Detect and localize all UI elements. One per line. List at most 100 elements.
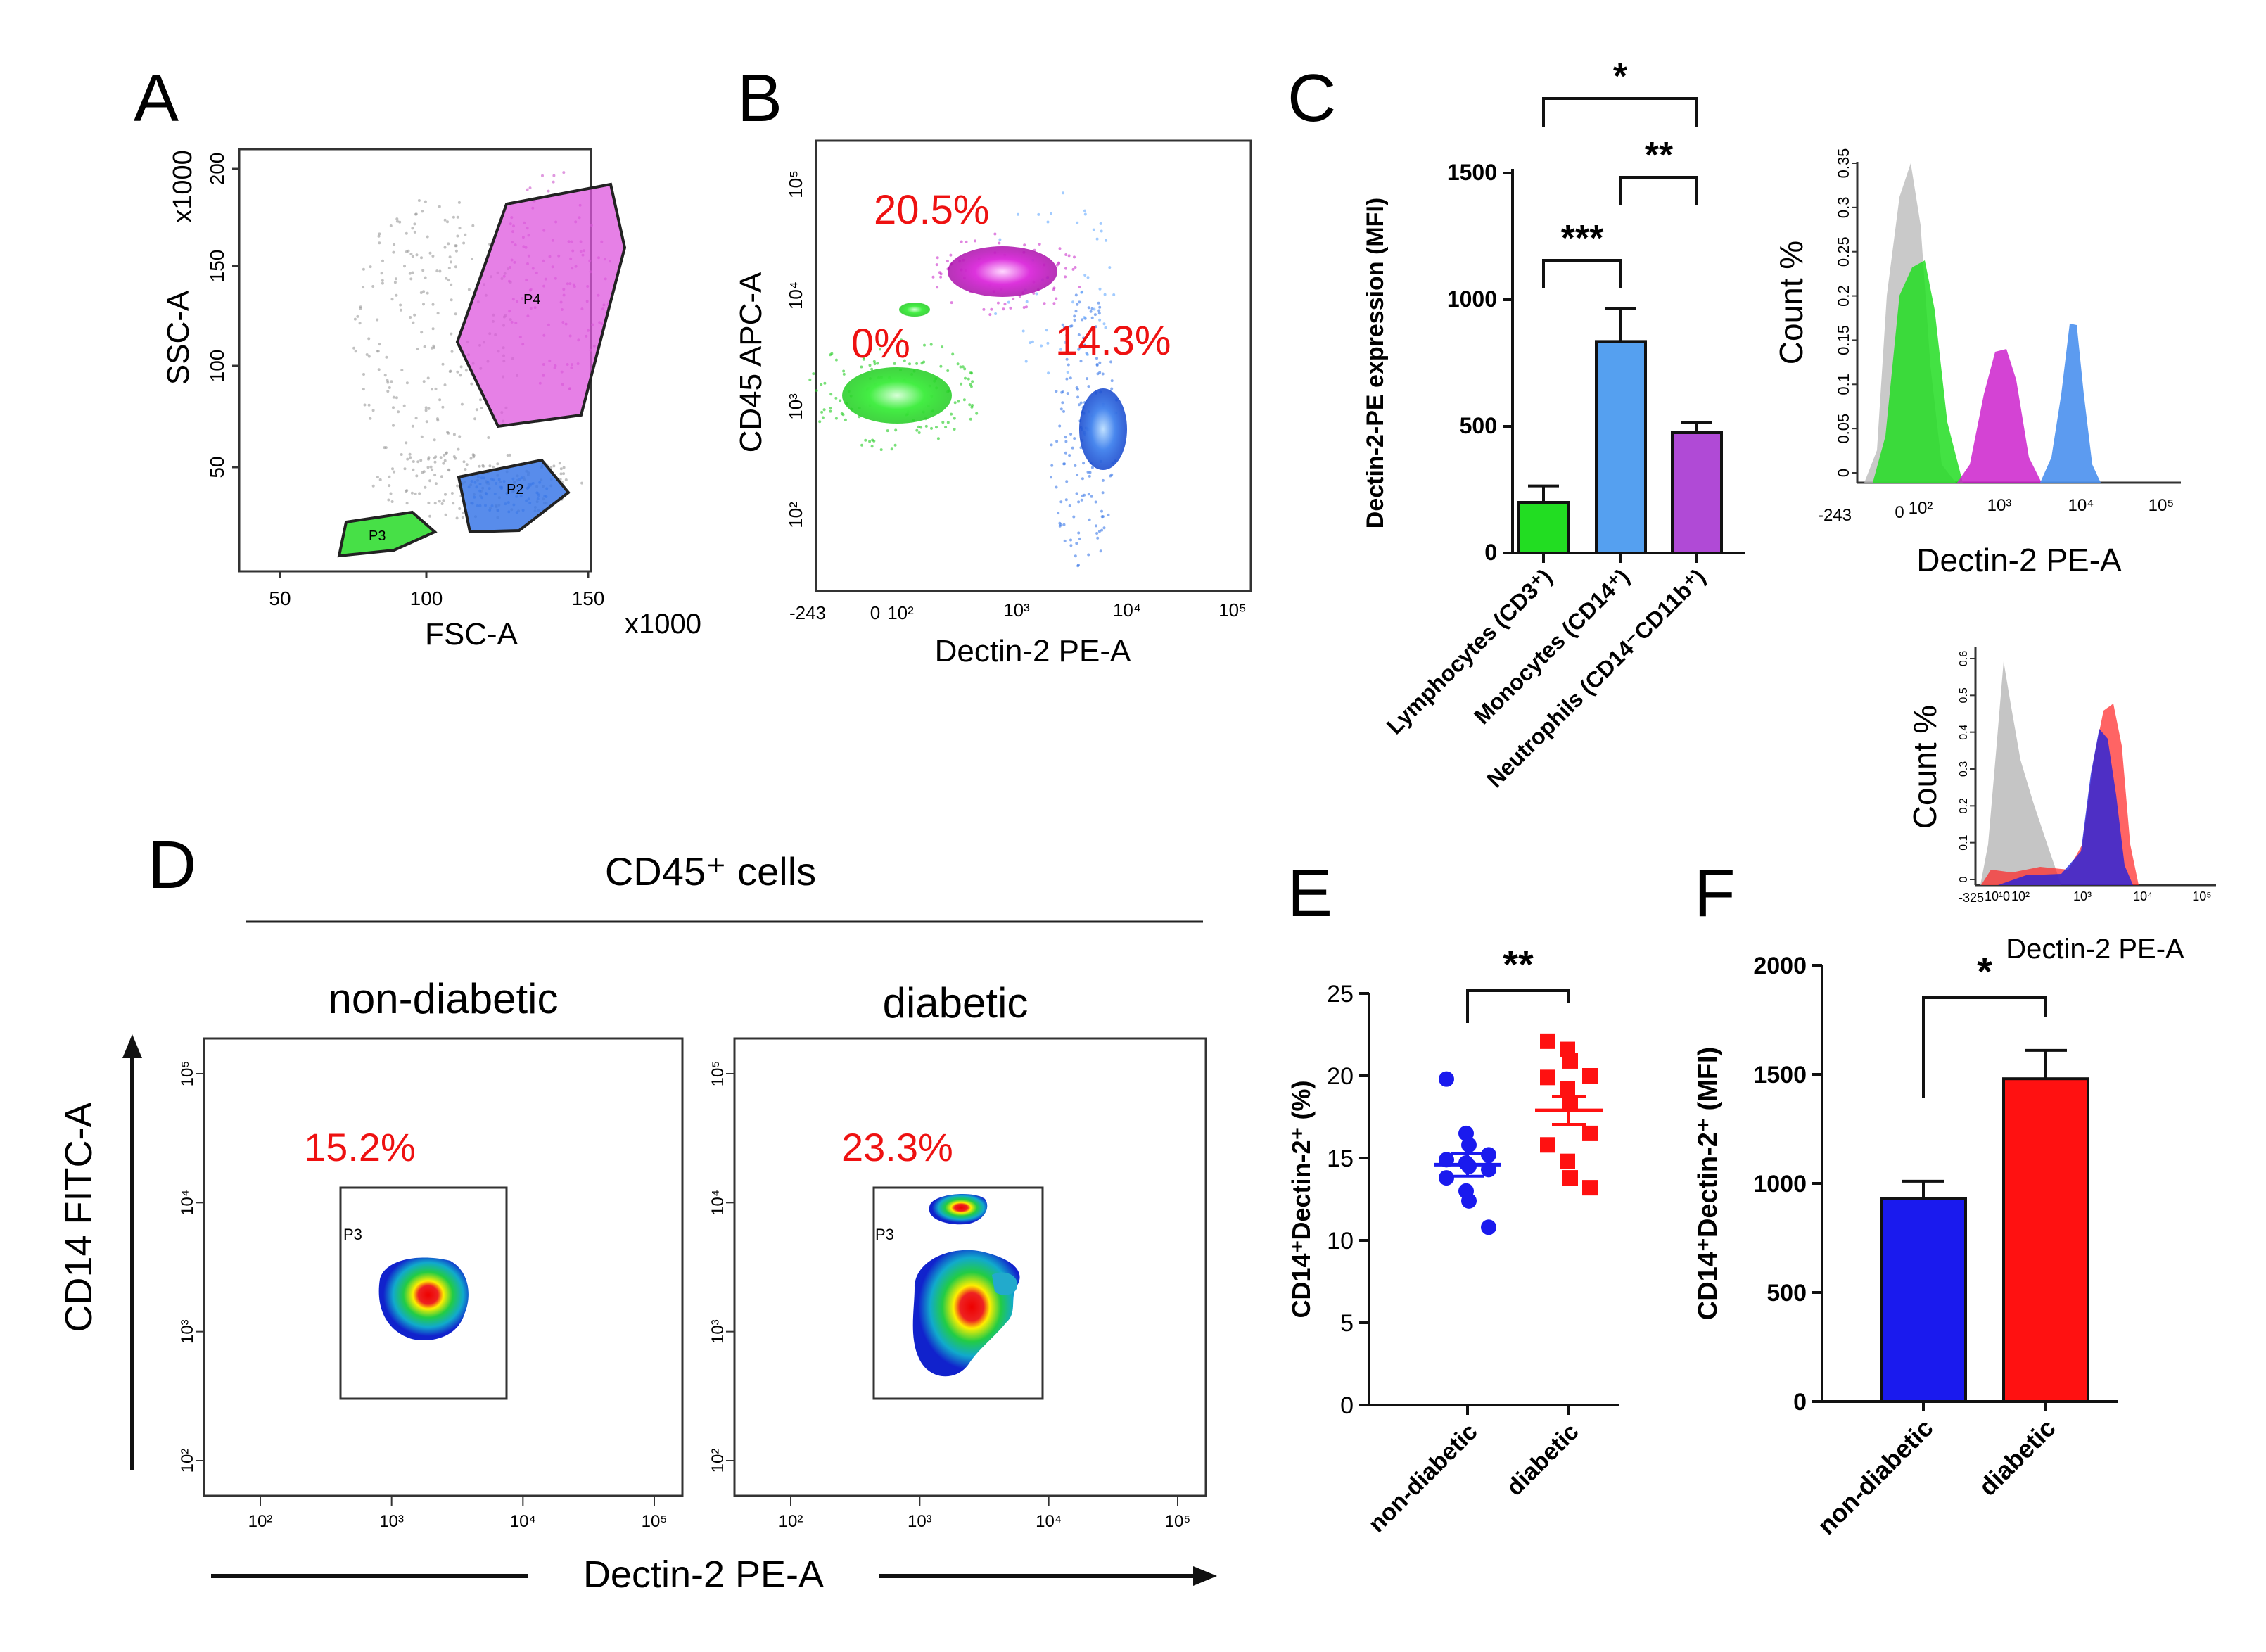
event-dot — [1078, 300, 1081, 304]
event-dot — [389, 224, 393, 227]
plot-title-diabetic: diabetic — [883, 979, 1029, 1027]
event-dot — [1090, 316, 1094, 319]
event-dot — [1082, 462, 1086, 465]
event-dot — [1076, 474, 1079, 476]
event-dot — [559, 467, 563, 471]
panel-a-x-ticks: 50 100 150 — [269, 571, 604, 609]
y-tick-label: 0.1 — [1958, 834, 1970, 850]
event-dot — [450, 350, 454, 353]
event-dot — [362, 286, 365, 289]
event-dot — [462, 460, 466, 464]
event-dot — [1098, 318, 1102, 322]
event-dot — [1046, 341, 1050, 345]
event-dot — [399, 308, 402, 312]
event-dot — [1079, 401, 1083, 405]
significance-label: * — [1977, 949, 1992, 993]
panel-label-b: B — [737, 61, 782, 136]
panel-label-c: C — [1287, 61, 1336, 136]
event-dot — [1090, 466, 1094, 469]
event-dot — [433, 438, 436, 442]
event-dot — [388, 484, 391, 488]
x-tick-label: 10² — [779, 1512, 803, 1531]
bar — [1517, 501, 1570, 554]
event-dot — [820, 383, 823, 386]
event-dot — [386, 390, 390, 393]
gate-p2 — [457, 458, 571, 534]
panel-b-x-ticks: -243 0 10² 10³ 10⁴ 10⁵ — [789, 599, 1247, 623]
event-dot — [450, 332, 453, 336]
panel-d-x-axis-label: Dectin-2 PE-A — [583, 1553, 824, 1596]
event-dot — [1062, 326, 1066, 329]
event-dot — [1095, 364, 1099, 367]
hist-bottom-xtick: -325 — [1959, 891, 1984, 905]
event-dot — [1052, 286, 1056, 290]
event-dot — [1061, 401, 1064, 405]
event-dot — [1081, 477, 1084, 481]
event-dot — [358, 322, 362, 325]
event-dot — [438, 398, 442, 402]
event-dot — [1062, 390, 1064, 394]
event-dot — [1073, 437, 1076, 440]
event-dot — [959, 365, 962, 369]
event-dot — [844, 418, 847, 421]
data-point — [1481, 1147, 1496, 1163]
event-dot — [965, 240, 968, 243]
event-dot — [1029, 341, 1032, 345]
event-dot — [400, 369, 404, 372]
event-dot — [452, 433, 456, 436]
panel-a-y-axis-label: SSC-A — [161, 290, 196, 385]
event-dot — [822, 408, 826, 412]
event-dot — [969, 417, 972, 421]
event-dot — [377, 368, 381, 371]
panel-b-xtick: -243 — [789, 602, 826, 623]
event-dot — [1077, 333, 1081, 336]
event-dot — [456, 234, 459, 238]
event-dot — [953, 417, 956, 420]
event-dot — [829, 393, 833, 396]
panel-a-ytick: 100 — [206, 350, 228, 383]
y-tick-label: 15 — [1327, 1145, 1354, 1172]
panel-b-ytick: 10⁴ — [785, 281, 806, 310]
x-tick-label: 10² — [248, 1512, 273, 1531]
event-dot — [354, 350, 357, 353]
event-dot — [411, 255, 414, 258]
event-dot — [829, 407, 832, 410]
event-dot — [438, 205, 441, 208]
event-dot — [935, 263, 938, 267]
y-tick-label: 0.05 — [1835, 414, 1852, 444]
panel-b-xtick: 10⁵ — [1218, 599, 1247, 621]
event-dot — [1092, 345, 1095, 348]
event-dot — [1107, 513, 1110, 516]
event-dot — [886, 429, 889, 433]
event-dot — [377, 234, 381, 238]
event-dot — [941, 421, 945, 424]
hist-top-xtick: 10⁴ — [2068, 496, 2094, 515]
hist-bottom-y-ticks: 0 0.1 0.2 0.3 0.4 0.5 0.6 — [1958, 651, 1975, 882]
event-dot — [842, 372, 846, 376]
event-dot — [403, 467, 407, 471]
event-dot — [969, 371, 972, 375]
y-tick-label: 0.5 — [1958, 687, 1970, 703]
y-tick-label: 0.35 — [1835, 148, 1852, 179]
event-dot — [411, 424, 414, 428]
hist-bottom-xtick: 10⁵ — [2192, 889, 2211, 903]
x-tick-label: 10⁵ — [642, 1512, 668, 1531]
event-dot — [1059, 348, 1062, 351]
panel-a-y-multiplier: x1000 — [168, 150, 198, 223]
event-dot — [1100, 509, 1103, 513]
y-tick-label: 0.3 — [1958, 761, 1970, 777]
event-dot — [1068, 454, 1071, 457]
panel-b-xtick: 10⁴ — [1113, 599, 1141, 621]
event-dot — [363, 403, 367, 407]
event-dot — [469, 457, 473, 460]
y-tick-label: 10⁴ — [178, 1190, 197, 1216]
event-dot — [1025, 305, 1028, 309]
panel-d-y-axis-label: CD14 FITC-A — [58, 1102, 100, 1332]
event-dot — [478, 464, 481, 468]
event-dot — [1021, 329, 1025, 333]
y-tick-label: 10⁵ — [178, 1061, 197, 1087]
event-dot — [428, 251, 432, 255]
event-dot — [547, 189, 550, 193]
event-dot — [1071, 300, 1075, 304]
event-dot — [922, 360, 926, 364]
